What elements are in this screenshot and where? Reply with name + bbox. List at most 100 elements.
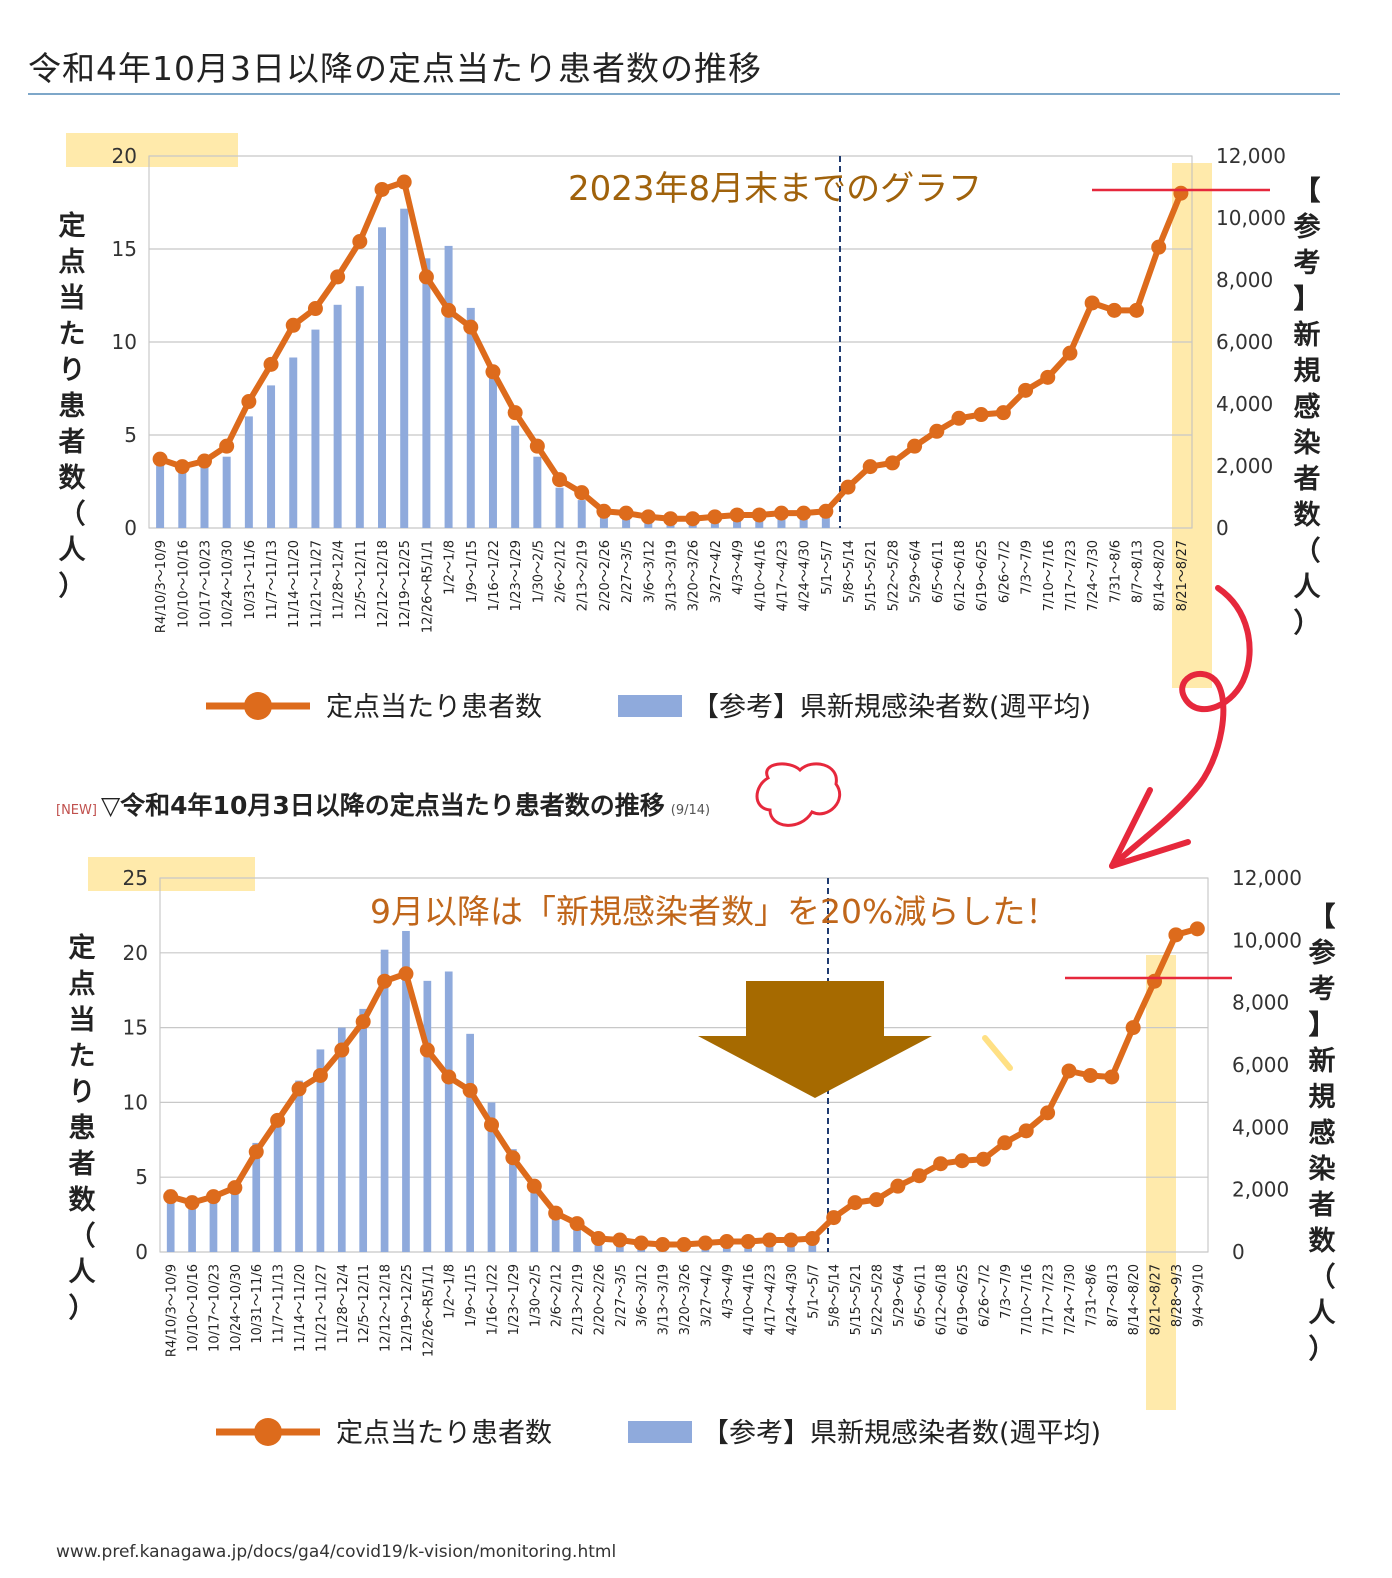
line-point	[933, 1156, 949, 1172]
line-point	[398, 966, 414, 982]
y-right-tick-label: 4,000	[1216, 392, 1273, 416]
chart-annotation-text: 9月以降は「新規感染者数」を20%減らした！	[370, 892, 1058, 931]
y-right-axis-title: 感	[1294, 391, 1321, 423]
x-category-label: 3/27～4/2	[699, 1264, 714, 1327]
y-right-axis-title: 新	[1309, 1045, 1336, 1077]
bar-mark	[444, 245, 453, 528]
x-category-label: 12/19～12/25	[400, 1264, 415, 1352]
down-arrow-shape	[698, 981, 932, 1098]
y-right-axis-title: 】	[1309, 1010, 1336, 1041]
line-point	[1082, 1067, 1098, 1083]
line-point	[818, 503, 834, 519]
line-point	[596, 503, 612, 519]
line-point	[862, 459, 878, 475]
line-point	[685, 511, 701, 527]
line-point	[441, 1069, 457, 1085]
line-point	[352, 234, 368, 250]
x-category-label: 1/23～1/29	[507, 1264, 522, 1335]
line-point	[729, 507, 745, 523]
bar-mark	[573, 1223, 581, 1252]
highlight-mark	[1146, 955, 1176, 1410]
line-point	[1018, 382, 1034, 398]
legend-bar-swatch	[628, 1421, 692, 1443]
bar-mark	[311, 329, 320, 528]
x-category-label: 1/9～1/15	[464, 1264, 479, 1327]
line-point	[868, 1192, 884, 1208]
line-point	[1084, 295, 1100, 311]
y-left-tick-label: 0	[135, 1240, 148, 1264]
bar-mark	[188, 1195, 196, 1252]
x-category-label: 2/6～2/12	[554, 540, 569, 603]
line-point	[1147, 973, 1163, 989]
x-category-label: 5/8～5/14	[842, 540, 857, 603]
y-left-axis-title: 人	[59, 535, 86, 566]
line-point	[590, 1231, 606, 1247]
highlight-stroke	[982, 1035, 1013, 1071]
x-category-label: 1/16～1/22	[487, 540, 502, 611]
y-left-axis-title: 者	[59, 427, 86, 458]
y-left-axis-title: 患	[69, 1113, 96, 1144]
line-point	[1151, 239, 1167, 255]
y-left-axis-title: た	[59, 319, 86, 350]
line-point	[462, 1082, 478, 1098]
x-category-label: 10/24～10/30	[221, 540, 236, 628]
x-category-label: 9/4～9/10	[1191, 1264, 1206, 1327]
y-left-axis-title: 当	[69, 1005, 96, 1036]
bar-mark	[209, 1195, 218, 1252]
y-right-axis-title: 参	[1294, 211, 1321, 243]
y-right-axis-title: 者	[1294, 464, 1321, 495]
bar-mark	[355, 286, 364, 528]
x-category-label: R4/10/3～10/9	[165, 1264, 180, 1357]
x-category-label: 3/20～3/26	[687, 540, 702, 611]
x-category-label: 11/14～11/20	[293, 1264, 308, 1352]
line-point	[307, 301, 323, 317]
line-point	[330, 269, 346, 285]
line-point	[374, 181, 390, 197]
line-point	[463, 319, 479, 335]
y-left-tick-label: 15	[123, 1016, 148, 1040]
x-category-label: 2/6～2/12	[550, 1264, 565, 1327]
legend-line-label: 定点当たり患者数	[326, 692, 542, 723]
y-left-axis-title: （	[59, 499, 86, 530]
x-category-label: 7/3～7/9	[1020, 540, 1035, 595]
line-point	[484, 1117, 500, 1133]
bar-mark	[222, 456, 231, 528]
bar-mark	[487, 1102, 496, 1252]
x-category-label: 4/10～4/16	[753, 540, 768, 611]
chart-annotation-text: 2023年8月末までのグラフ	[568, 169, 982, 209]
y-right-tick-label: 0	[1232, 1240, 1245, 1264]
line-point	[526, 1178, 542, 1194]
bar-mark	[295, 1080, 303, 1252]
line-point	[884, 455, 900, 471]
y-right-tick-label: 12,000	[1216, 144, 1286, 168]
line-point	[762, 1232, 778, 1248]
line-point	[951, 410, 967, 426]
y-left-axis-title: ）	[59, 571, 86, 602]
y-left-axis-title: 定	[59, 210, 86, 242]
y-left-axis-title: 定	[69, 932, 96, 964]
y-left-tick-label: 0	[124, 516, 137, 540]
y-right-axis-title: ）	[1309, 1334, 1336, 1365]
x-category-label: 8/28～9/3	[1170, 1264, 1185, 1327]
x-category-label: 8/21～8/27	[1149, 1264, 1164, 1335]
y-right-axis-title: （	[1309, 1262, 1336, 1293]
bar-mark	[444, 971, 453, 1252]
y-left-axis-title: 人	[69, 1257, 96, 1288]
line-point	[997, 1135, 1013, 1151]
x-category-label: 5/1～5/7	[820, 540, 835, 595]
bar-mark	[359, 1008, 368, 1252]
chart-1-upper: 0 5 10 15 20 0 2,000 4,000 6,000 8,000 10,000 12,00…	[59, 133, 1322, 723]
line-point	[219, 438, 235, 454]
bar-mark	[599, 513, 608, 528]
legend-bar-label: 【参考】県新規感染者数(週平均)	[702, 1418, 1101, 1449]
bar-mark	[577, 500, 586, 528]
y-left-tick-label: 25	[123, 866, 148, 890]
x-category-label: 5/8～5/14	[828, 1264, 843, 1327]
x-category-label: 11/7～11/13	[265, 540, 280, 620]
line-point	[840, 479, 856, 495]
x-category-label: 11/28～12/4	[332, 540, 347, 620]
line-point	[796, 505, 812, 521]
y-right-axis-title: 数	[1309, 1226, 1337, 1257]
x-category-label: 2/13～2/19	[571, 1264, 586, 1335]
